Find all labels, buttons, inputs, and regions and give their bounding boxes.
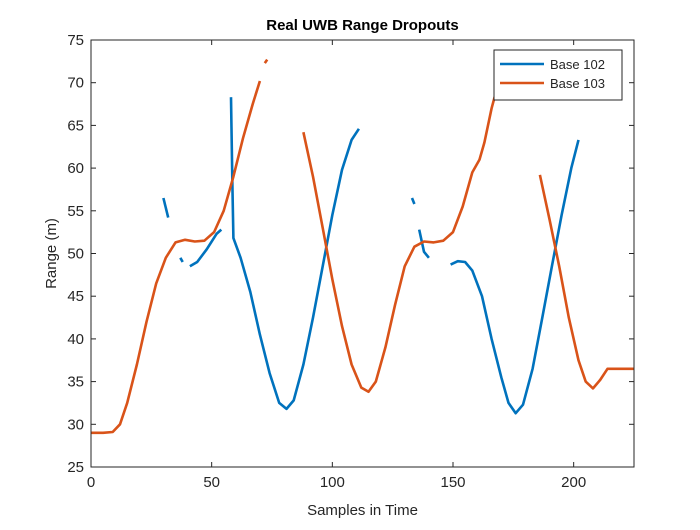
legend-box [493, 49, 623, 101]
y-tick-label: 45 [67, 288, 84, 305]
y-tick-label: 75 [67, 32, 84, 49]
series-layer [91, 58, 634, 435]
ticks-layer: 0 50 100 150 200 25 30 35 40 45 50 55 60 65 70 75 [67, 32, 634, 491]
x-tick-label: 0 [87, 474, 95, 491]
series-1-segment-7 [450, 139, 580, 415]
y-tick-label: 25 [67, 459, 84, 476]
series-2-segment-1 [91, 80, 262, 435]
series-1-segment-1 [162, 197, 170, 218]
legend: Base 102 Base 103 [493, 49, 623, 101]
series-2-segment-2 [263, 58, 269, 64]
x-tick-label: 100 [320, 474, 345, 491]
y-tick-label: 50 [67, 246, 84, 263]
y-tick-label: 70 [67, 75, 84, 92]
series-2-segment-3 [302, 80, 501, 394]
legend-label-2: Base 103 [550, 76, 605, 91]
legend-label-1: Base 102 [550, 57, 605, 72]
series-2 [91, 58, 634, 435]
x-tick-label: 150 [440, 474, 465, 491]
series-1-segment-2 [179, 257, 184, 263]
series-1 [162, 97, 580, 415]
chart-title: Real UWB Range Dropouts [266, 17, 459, 34]
x-tick-label: 200 [561, 474, 586, 491]
x-tick-label: 50 [203, 474, 220, 491]
series-2-segment-4 [538, 174, 634, 390]
y-tick-label: 30 [67, 416, 84, 433]
y-tick-label: 55 [67, 203, 84, 220]
series-1-segment-5 [410, 197, 416, 205]
y-tick-label: 65 [67, 117, 84, 134]
y-tick-label: 60 [67, 160, 84, 177]
y-tick-label: 35 [67, 374, 84, 391]
plot-area [91, 40, 634, 467]
series-1-segment-4 [229, 97, 360, 411]
y-axis-label: Range (m) [43, 218, 60, 289]
series-1-segment-3 [189, 228, 223, 268]
x-axis-label: Samples in Time [307, 502, 418, 519]
series-1-segment-6 [417, 229, 430, 259]
y-tick-label: 40 [67, 331, 84, 348]
